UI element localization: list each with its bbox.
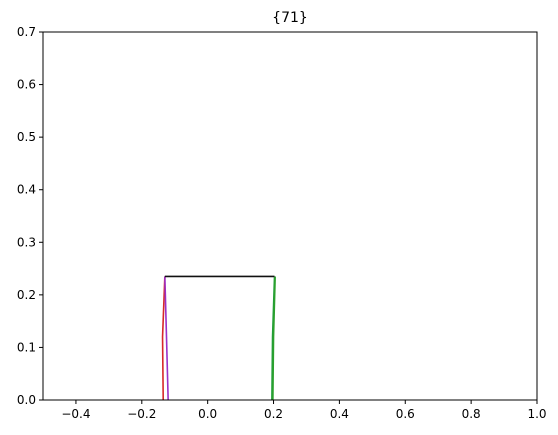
y-tick-label: 0.0 xyxy=(17,393,36,407)
x-tick-label: 0.4 xyxy=(330,407,349,421)
chart-title: {71} xyxy=(272,10,308,26)
series-line-3 xyxy=(272,276,276,401)
y-tick-label: 0.7 xyxy=(17,25,36,39)
y-tick-label: 0.3 xyxy=(17,235,36,249)
y-tick-label: 0.6 xyxy=(17,78,36,92)
y-tick-label: 0.4 xyxy=(17,183,36,197)
x-tick-label: −0.2 xyxy=(127,407,156,421)
y-tick-label: 0.1 xyxy=(17,340,36,354)
series-layer xyxy=(161,275,276,401)
x-tick-label: 0.0 xyxy=(198,407,217,421)
x-tick-label: −0.4 xyxy=(61,407,90,421)
x-tick-label: 0.2 xyxy=(264,407,283,421)
x-tick-label: 1.0 xyxy=(527,407,546,421)
y-tick-label: 0.2 xyxy=(17,288,36,302)
series-line-0 xyxy=(161,276,166,401)
x-tick-label: 0.8 xyxy=(462,407,481,421)
ticks-layer: −0.4 −0.2 0.0 0.2 0.4 0.6 0.8 1.0 0.0 0.1 0.2 0.3 0.… xyxy=(17,25,547,421)
x-tick-label: 0.6 xyxy=(396,407,415,421)
axes-frame xyxy=(42,31,538,401)
y-tick-label: 0.5 xyxy=(17,130,36,144)
series-line-1 xyxy=(164,276,169,401)
